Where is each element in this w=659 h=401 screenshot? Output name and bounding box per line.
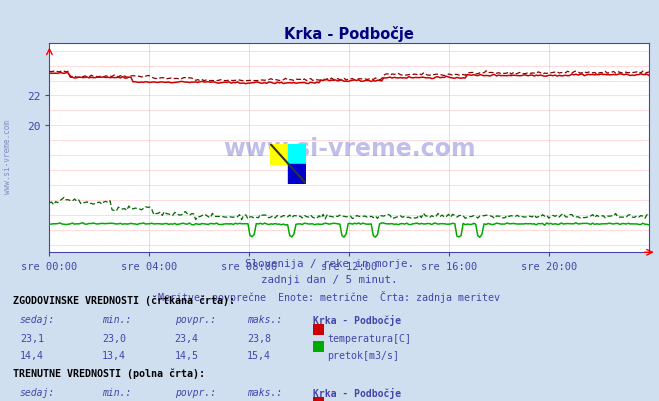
- Text: Meritve: povprečne  Enote: metrične  Črta: zadnja meritev: Meritve: povprečne Enote: metrične Črta:…: [159, 291, 500, 303]
- Text: 14,5: 14,5: [175, 350, 198, 360]
- Title: Krka - Podbočje: Krka - Podbočje: [284, 26, 415, 42]
- Text: 13,4: 13,4: [102, 350, 126, 360]
- Text: 23,8: 23,8: [247, 333, 271, 343]
- Text: min.:: min.:: [102, 314, 132, 324]
- Bar: [270, 144, 289, 164]
- Text: povpr.:: povpr.:: [175, 314, 215, 324]
- Text: maks.:: maks.:: [247, 387, 282, 397]
- Text: ZGODOVINSKE VREDNOSTI (črtkana črta):: ZGODOVINSKE VREDNOSTI (črtkana črta):: [13, 295, 235, 305]
- Text: www.si-vreme.com: www.si-vreme.com: [223, 136, 476, 160]
- Text: sedaj:: sedaj:: [20, 387, 55, 397]
- Text: TRENUTNE VREDNOSTI (polna črta):: TRENUTNE VREDNOSTI (polna črta):: [13, 368, 205, 378]
- Text: 15,4: 15,4: [247, 350, 271, 360]
- Text: Krka - Podbočje: Krka - Podbočje: [313, 387, 401, 398]
- Text: 23,1: 23,1: [20, 333, 43, 343]
- Text: Krka - Podbočje: Krka - Podbočje: [313, 314, 401, 325]
- Text: min.:: min.:: [102, 387, 132, 397]
- Text: Slovenija / reke in morje.: Slovenija / reke in morje.: [245, 259, 414, 269]
- Text: temperatura[C]: temperatura[C]: [328, 333, 411, 343]
- Bar: [289, 164, 306, 184]
- Text: sedaj:: sedaj:: [20, 314, 55, 324]
- Text: www.si-vreme.com: www.si-vreme.com: [3, 119, 13, 193]
- Text: pretok[m3/s]: pretok[m3/s]: [328, 350, 399, 360]
- Text: 23,4: 23,4: [175, 333, 198, 343]
- Text: povpr.:: povpr.:: [175, 387, 215, 397]
- Bar: [289, 144, 306, 164]
- Text: zadnji dan / 5 minut.: zadnji dan / 5 minut.: [261, 275, 398, 285]
- Text: 23,0: 23,0: [102, 333, 126, 343]
- Text: maks.:: maks.:: [247, 314, 282, 324]
- Text: 14,4: 14,4: [20, 350, 43, 360]
